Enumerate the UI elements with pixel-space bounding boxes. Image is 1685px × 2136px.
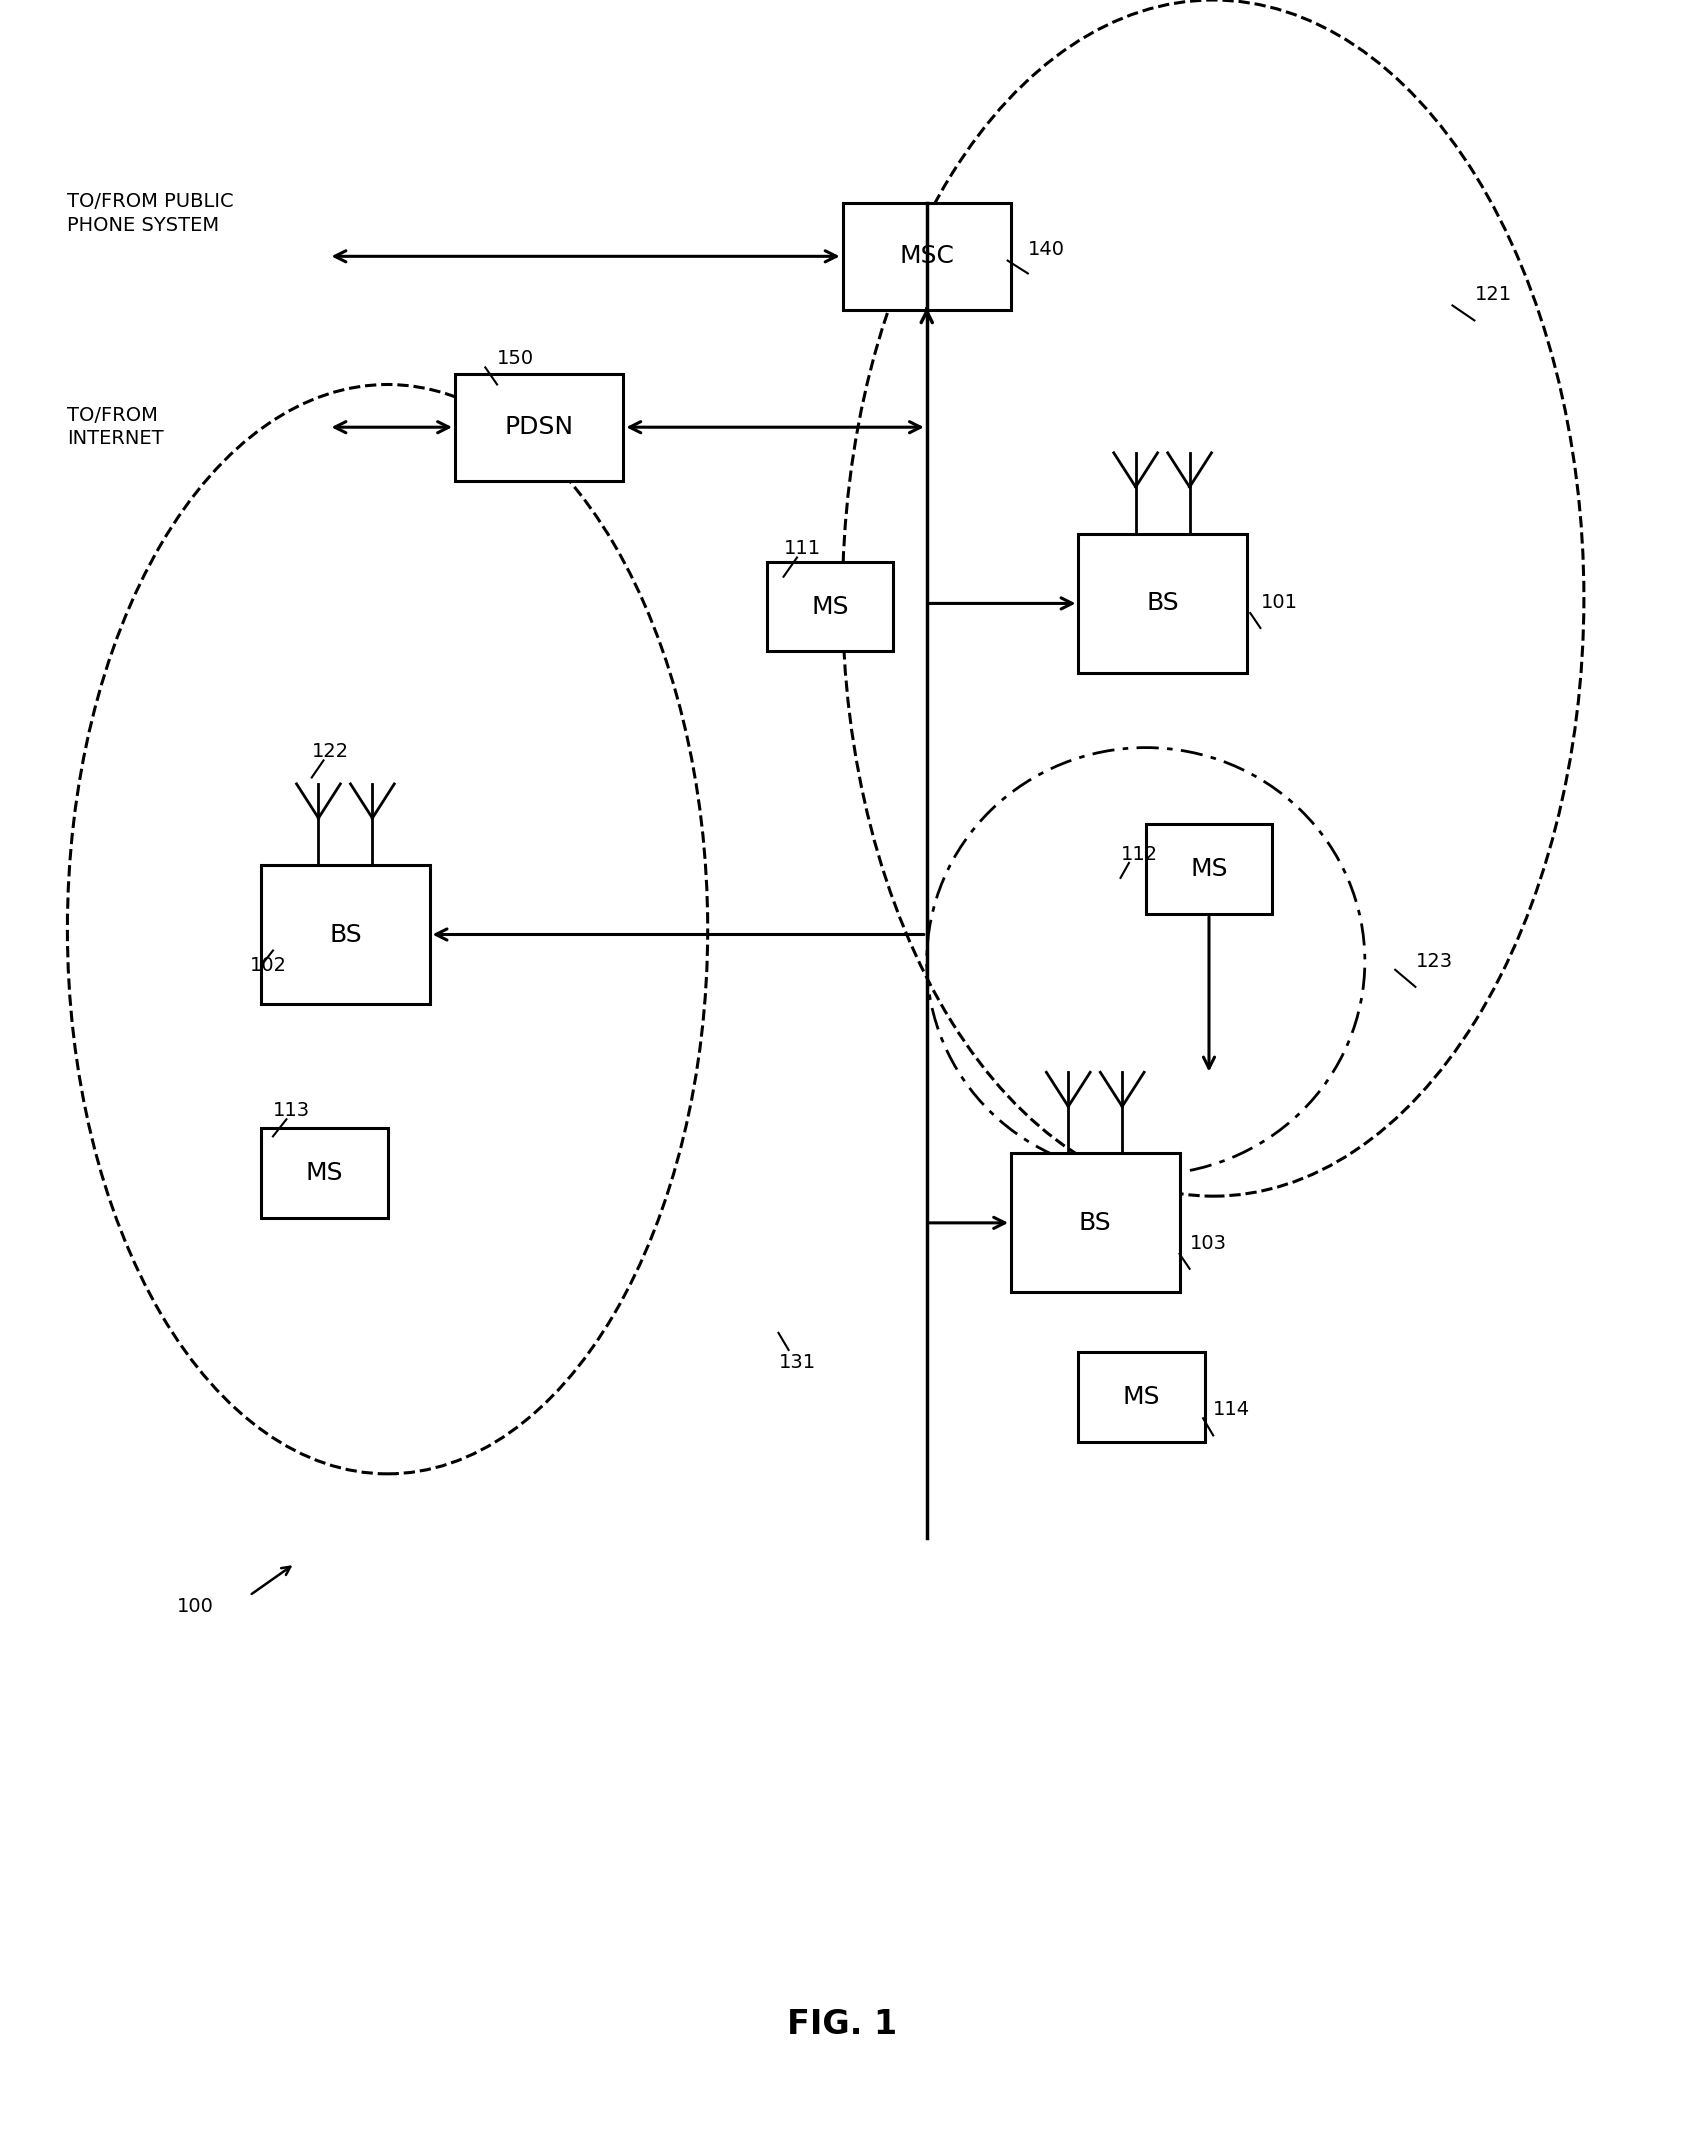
- Text: BS: BS: [1078, 1211, 1112, 1235]
- Text: 131: 131: [778, 1354, 816, 1371]
- FancyBboxPatch shape: [455, 374, 623, 481]
- Text: TO/FROM
INTERNET: TO/FROM INTERNET: [67, 406, 163, 449]
- FancyBboxPatch shape: [261, 1128, 388, 1218]
- Text: MSC: MSC: [900, 244, 954, 269]
- FancyBboxPatch shape: [767, 562, 893, 651]
- Text: MS: MS: [1122, 1384, 1161, 1410]
- FancyBboxPatch shape: [1078, 534, 1247, 673]
- FancyBboxPatch shape: [261, 865, 430, 1004]
- Text: 140: 140: [1028, 241, 1065, 258]
- Text: BS: BS: [1146, 592, 1180, 615]
- Text: 103: 103: [1190, 1235, 1227, 1252]
- Text: 121: 121: [1474, 286, 1511, 303]
- FancyBboxPatch shape: [842, 203, 1011, 310]
- Text: MS: MS: [810, 594, 849, 619]
- Text: 150: 150: [497, 350, 534, 367]
- Text: BS: BS: [329, 923, 362, 946]
- FancyBboxPatch shape: [1146, 824, 1272, 914]
- Text: FIG. 1: FIG. 1: [787, 2008, 898, 2042]
- Text: PDSN: PDSN: [504, 414, 575, 440]
- Text: 113: 113: [273, 1102, 310, 1119]
- Text: TO/FROM PUBLIC
PHONE SYSTEM: TO/FROM PUBLIC PHONE SYSTEM: [67, 192, 234, 235]
- Text: MS: MS: [1190, 857, 1228, 882]
- Text: MS: MS: [305, 1160, 344, 1185]
- FancyBboxPatch shape: [1078, 1352, 1205, 1442]
- Text: 123: 123: [1415, 953, 1452, 970]
- Text: 102: 102: [249, 957, 286, 974]
- Text: 122: 122: [312, 743, 349, 760]
- FancyBboxPatch shape: [1011, 1153, 1180, 1292]
- Text: 112: 112: [1121, 846, 1158, 863]
- Text: 114: 114: [1213, 1401, 1250, 1418]
- Text: 101: 101: [1260, 594, 1297, 611]
- Text: 100: 100: [177, 1598, 214, 1615]
- Text: 111: 111: [784, 540, 821, 557]
